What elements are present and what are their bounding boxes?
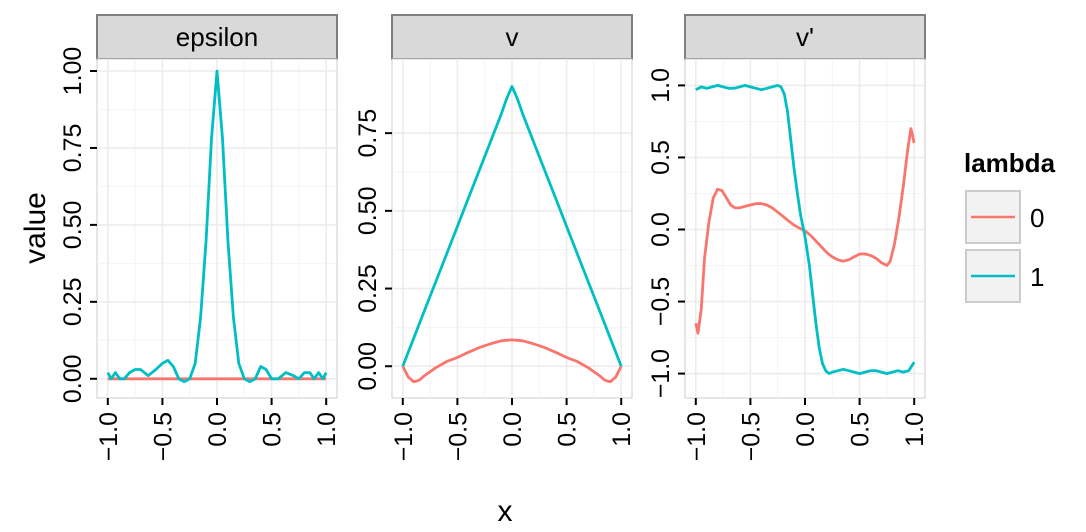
y-tick-label: 0.5 (647, 140, 675, 175)
y-tick-label: 1.0 (647, 68, 675, 103)
y-tick-label: 0.75 (354, 109, 382, 158)
x-tick-label: −1.0 (683, 412, 711, 461)
y-tick-label: −1.0 (647, 349, 675, 398)
y-tick-label: 1.00 (59, 47, 87, 96)
facet-strip (684, 14, 926, 60)
x-tick-label: −0.5 (444, 412, 472, 461)
facet-panel-0: epsilon 0.00 0.25 0.50 0.75 1.00 −1.0 −0.5 0.0 0.… (59, 14, 341, 461)
y-tick-label: 0.00 (59, 354, 87, 403)
x-tick-label: 1.0 (313, 412, 341, 447)
x-tick-label: −1.0 (390, 412, 418, 461)
facet-strip (391, 14, 633, 60)
y-tick-label: 0.0 (647, 212, 675, 247)
facet-panel-1: v 0.00 0.25 0.50 0.75 −1.0 −0.5 0.0 0.5 1.0 (354, 14, 636, 461)
y-tick-label: 0.00 (354, 342, 382, 391)
legend: lambda 0 1 (964, 148, 1056, 303)
y-tick-label: −0.5 (647, 277, 675, 326)
series-line-lambda-0 (401, 338, 623, 384)
x-tick-label: 0.5 (847, 412, 875, 447)
facet-panels: epsilon 0.00 0.25 0.50 0.75 1.00 −1.0 −0.5 0.0 0.… (59, 14, 929, 461)
y-tick-label: 0.25 (59, 277, 87, 326)
x-tick-label: 0.5 (554, 412, 582, 447)
x-tick-label: 0.0 (792, 412, 820, 447)
y-tick-label: 0.50 (354, 187, 382, 236)
facet-strip (96, 14, 338, 60)
x-tick-label: 0.5 (259, 412, 287, 447)
x-tick-label: −0.5 (737, 412, 765, 461)
y-tick-label: 0.75 (59, 124, 87, 173)
x-tick-label: −1.0 (95, 412, 123, 461)
x-tick-label: 0.0 (499, 412, 527, 447)
facet-strip-label: v' (796, 22, 814, 52)
legend-title: lambda (964, 148, 1056, 178)
y-axis-title: value (19, 192, 52, 264)
x-tick-label: 0.0 (204, 412, 232, 447)
y-tick-label: 0.50 (59, 201, 87, 250)
series-line-lambda-1 (401, 85, 623, 367)
facet-panel-2: v' −1.0 −0.5 0.0 0.5 1.0 −1.0 −0.5 0.0 0.5 1.0 (647, 14, 929, 461)
series-line-lambda-1 (695, 84, 916, 376)
x-tick-label: 1.0 (608, 412, 636, 447)
facet-strip-label: epsilon (176, 22, 258, 52)
x-axis-title: x (498, 495, 513, 528)
series-line-lambda-1 (106, 69, 328, 384)
facet-strip-label: v (506, 22, 519, 52)
legend-label-0: 0 (1030, 203, 1044, 233)
x-tick-label: 1.0 (901, 412, 929, 447)
x-tick-label: −0.5 (149, 412, 177, 461)
y-tick-label: 0.25 (354, 264, 382, 313)
legend-label-1: 1 (1030, 262, 1044, 292)
